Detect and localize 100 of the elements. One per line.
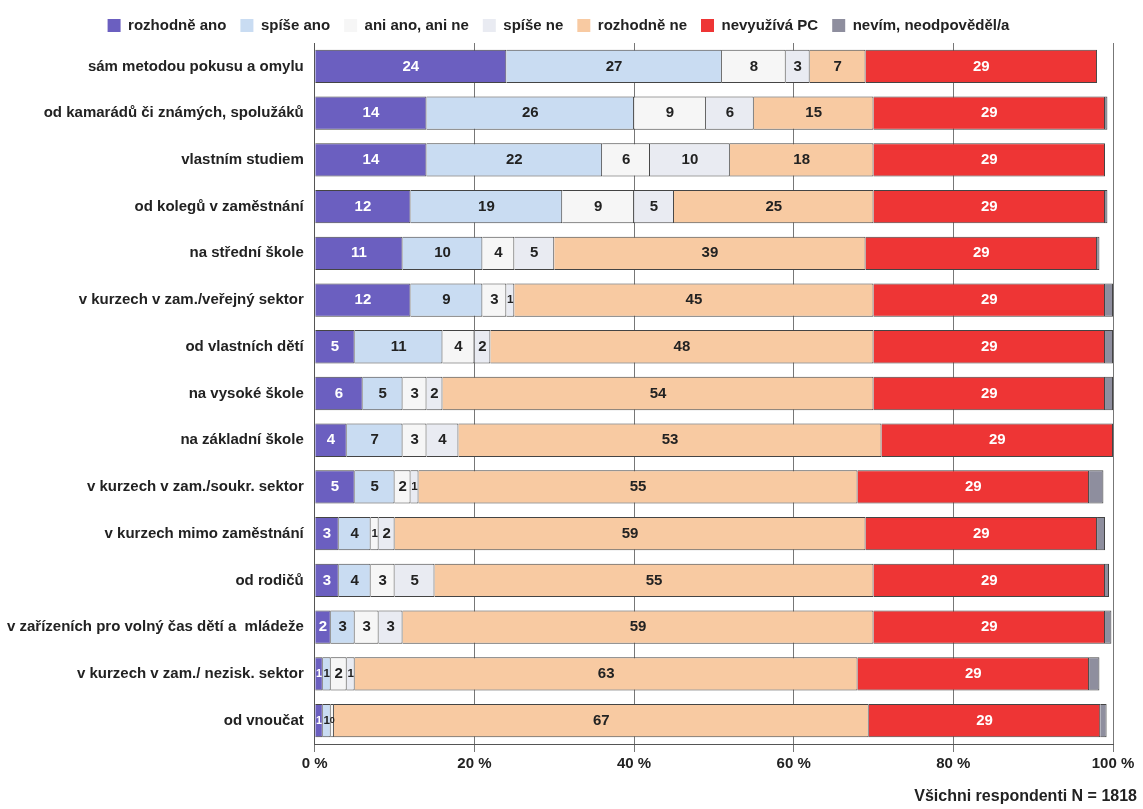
data-label: 15 — [805, 103, 823, 121]
data-label: 29 — [964, 477, 982, 495]
data-label: 18 — [793, 149, 811, 167]
data-label: 1 — [316, 713, 323, 726]
data-label: 2 — [398, 477, 407, 495]
data-label: 29 — [972, 56, 990, 74]
data-label: 2 — [382, 523, 391, 541]
y-tick-label: vlastním studiem — [181, 149, 304, 167]
legend-label: spíše ano — [260, 15, 331, 33]
legend-label: ani ano, ani ne — [364, 15, 469, 33]
data-label: 12 — [354, 196, 372, 214]
y-tick-label: od kolegů v zaměstnání — [134, 196, 305, 214]
data-label: 45 — [685, 290, 703, 308]
legend-label: rozhodně ne — [597, 15, 687, 33]
data-label: 1 — [316, 666, 323, 679]
data-label: 2 — [318, 617, 328, 635]
data-label: 5 — [378, 383, 387, 401]
data-label: 6 — [725, 103, 735, 121]
y-tick-label: na vysoké škole — [188, 383, 304, 401]
data-label: 48 — [673, 336, 691, 354]
x-tick-label: 0 % — [301, 754, 328, 772]
data-label: 3 — [410, 383, 419, 401]
data-label: 4 — [326, 430, 336, 448]
data-label: 1 — [323, 666, 331, 680]
y-tick-label: v kurzech v zam./veřejný sektor — [78, 290, 304, 308]
y-tick-label: od kamarádů či známých, spolužáků — [43, 103, 304, 121]
data-label: 63 — [597, 664, 615, 682]
data-label: 29 — [976, 710, 993, 728]
data-label: 29 — [980, 149, 998, 167]
legend-label: rozhodně ano — [128, 15, 227, 33]
data-label: 26 — [521, 103, 539, 121]
data-label: 1 — [411, 479, 419, 493]
data-label: 9 — [665, 103, 675, 121]
y-tick-label: na základní škole — [180, 430, 304, 448]
legend-label: nevím, neodpověděl/a — [852, 15, 1011, 33]
data-label: 29 — [980, 617, 998, 635]
data-label: 29 — [980, 196, 998, 214]
y-tick-label: od vnoučat — [223, 710, 304, 728]
data-label: 4 — [350, 523, 360, 541]
data-label: 10 — [681, 149, 699, 167]
data-label: 5 — [410, 570, 419, 588]
data-label: 6 — [621, 149, 631, 167]
data-label: 1 — [507, 292, 515, 306]
data-label: 3 — [386, 617, 395, 635]
y-tick-label: v kurzech v zam./soukr. sektor — [87, 477, 304, 495]
data-label: 3 — [338, 617, 347, 635]
y-tick-label: na střední škole — [189, 243, 304, 261]
x-tick-label: 40 % — [616, 754, 652, 772]
y-tick-label: od vlastních dětí — [185, 336, 305, 354]
data-label: 55 — [629, 477, 647, 495]
data-label: 59 — [629, 617, 647, 635]
y-tick-label: v kurzech v zam./ nezisk. sektor — [77, 664, 304, 682]
data-label: 55 — [645, 570, 663, 588]
data-label: 3 — [490, 290, 499, 308]
data-label: 3 — [793, 56, 802, 74]
data-label: 4 — [438, 430, 448, 448]
y-tick-label: v zařízeních pro volný čas dětí a mládeže — [7, 617, 304, 635]
x-tick-label: 60 % — [776, 754, 811, 772]
data-label: 29 — [972, 523, 990, 541]
data-label: 9 — [442, 290, 451, 308]
data-label: 2 — [430, 383, 439, 401]
data-label: 4 — [454, 336, 464, 354]
data-label: 5 — [330, 336, 340, 354]
data-label: 19 — [478, 196, 495, 214]
data-label: 1 — [347, 666, 355, 680]
data-label: 29 — [980, 336, 998, 354]
data-label: 39 — [701, 243, 719, 261]
data-label: 5 — [330, 477, 340, 495]
data-label: 59 — [621, 523, 639, 541]
data-label: 24 — [402, 56, 420, 74]
data-label: 2 — [478, 336, 487, 354]
data-label: 2 — [334, 664, 343, 682]
data-label: 25 — [765, 196, 783, 214]
data-label: 7 — [370, 430, 379, 448]
data-label: 29 — [980, 290, 998, 308]
data-label: 14 — [362, 103, 380, 121]
text: Všichni respondenti N = 1818 — [914, 787, 1137, 805]
y-tick-label: sám metodou pokusu a omylu — [87, 56, 304, 74]
data-label: 14 — [362, 149, 380, 167]
data-label: 29 — [964, 664, 982, 682]
data-label: 1 — [371, 525, 379, 539]
data-label: 10 — [434, 243, 451, 261]
data-label: 1 — [323, 712, 331, 726]
legend-label: nevyužívá PC — [721, 15, 819, 33]
data-label: 4 — [494, 243, 504, 261]
y-tick-label: od rodičů — [235, 570, 304, 588]
data-label: 4 — [350, 570, 360, 588]
data-label: 54 — [649, 383, 668, 401]
data-label: 3 — [322, 570, 332, 588]
data-label: 5 — [649, 196, 659, 214]
data-label: 29 — [980, 383, 998, 401]
data-label: 29 — [988, 430, 1006, 448]
data-label: 5 — [530, 243, 539, 261]
data-label: 3 — [378, 570, 387, 588]
data-label: 27 — [605, 56, 623, 74]
x-tick-label: 20 % — [457, 754, 492, 772]
data-label: 53 — [661, 430, 679, 448]
legend-label: spíše ne — [503, 15, 564, 33]
data-label: 29 — [980, 103, 998, 121]
data-label: 8 — [749, 56, 758, 74]
